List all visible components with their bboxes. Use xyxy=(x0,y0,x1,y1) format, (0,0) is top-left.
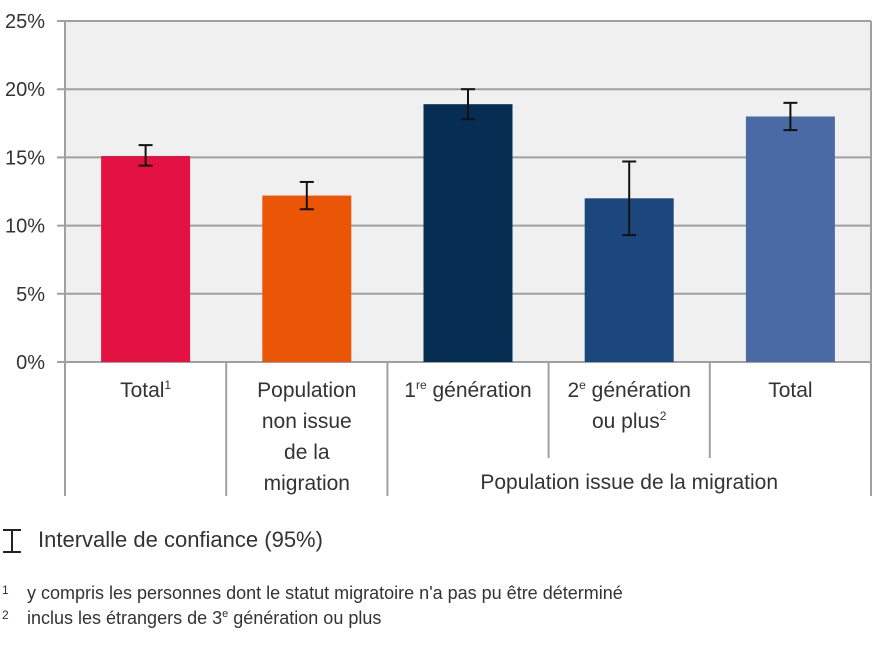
footnote-2-text-before: inclus les étrangers de 3 xyxy=(27,608,223,628)
footnote-2-number: 2 xyxy=(2,608,9,622)
category-label: Total1 xyxy=(120,378,171,402)
legend-label: Intervalle de confiance (95%) xyxy=(38,527,323,552)
category-dividers xyxy=(64,362,872,496)
y-tick-label: 25% xyxy=(5,11,45,33)
y-axis-ticks: 0% 5% 10% 15% 20% 25% xyxy=(5,11,45,374)
footnote-2-sup: e xyxy=(222,608,229,620)
error-bars xyxy=(138,88,798,237)
y-tick-label: 10% xyxy=(5,216,45,238)
bar xyxy=(745,116,835,362)
bar-chart: 0% 5% 10% 15% 20% 25% Total1 Population non iss… xyxy=(5,11,872,496)
footnote-1-number: 1 xyxy=(2,583,9,597)
legend-error-bar-icon xyxy=(3,529,21,553)
y-tick-label: 20% xyxy=(5,79,45,101)
category-label: 2e génération xyxy=(567,378,690,402)
bar xyxy=(101,156,191,362)
bar xyxy=(262,195,352,362)
category-labels: Total1 Population non issue de la migration 1… xyxy=(120,378,813,495)
category-label: Total xyxy=(768,379,812,402)
category-label-line: non issue xyxy=(262,410,352,433)
category-label: Population xyxy=(257,379,356,402)
group-label: Population issue de la migration xyxy=(480,471,778,494)
category-label: 1re génération xyxy=(404,378,531,402)
y-tick-label: 15% xyxy=(5,147,45,169)
footnote-2-text: inclus les étrangers de 3e génération ou… xyxy=(27,608,381,629)
category-label-line: ou plus2 xyxy=(592,409,667,433)
bars xyxy=(101,104,835,362)
category-label-line: migration xyxy=(264,472,350,495)
footnote-1-text: y compris les personnes dont le statut m… xyxy=(27,583,623,603)
category-label-line: de la xyxy=(284,441,330,464)
y-tick-label: 5% xyxy=(16,284,45,306)
y-tick-label: 0% xyxy=(16,352,45,374)
bar xyxy=(423,104,513,362)
footnote-2-text-after: génération ou plus xyxy=(228,608,382,628)
